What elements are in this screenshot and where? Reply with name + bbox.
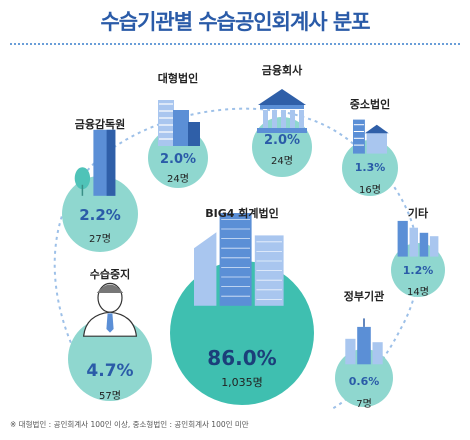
person-icon [82, 282, 138, 337]
bubble-2 [342, 119, 398, 196]
category-label: 금융감독원 [74, 118, 126, 131]
percent-label: 0.6% [348, 375, 380, 388]
count-label: 16명 [359, 185, 381, 196]
category-label: 정부기관 [343, 290, 385, 303]
bubble-7 [62, 129, 138, 252]
count-label: 1,035명 [221, 376, 263, 389]
government-building-icon [345, 318, 383, 365]
count-label: 27명 [89, 234, 111, 245]
bubble-5 [170, 213, 314, 405]
bubble-circle [342, 140, 398, 196]
bubble-0 [148, 100, 208, 188]
count-label: 24명 [167, 174, 189, 185]
percent-label: 2.2% [79, 206, 121, 224]
percent-label: 1.2% [402, 264, 434, 277]
category-label: 수습중지 [89, 268, 131, 281]
bubble-circle [68, 317, 152, 401]
office-tower-icon [158, 100, 200, 146]
count-label: 57명 [99, 391, 121, 402]
bubble-1 [252, 89, 312, 177]
category-label: 중소법인 [349, 98, 391, 111]
page-title: 수습기관별 수습공인회계사 분포 [100, 10, 370, 34]
category-label: 기타 [407, 207, 429, 220]
percent-label: 86.0% [207, 346, 277, 370]
footnote: ※ 대형법인 : 공인회계사 100인 이상, 중소형법인 : 공인회계사 10… [10, 420, 249, 429]
title-divider [10, 43, 460, 45]
bank-icon [257, 89, 307, 133]
count-label: 7명 [356, 399, 372, 410]
percent-label: 1.3% [354, 161, 386, 174]
count-label: 14명 [407, 287, 429, 298]
category-label: 대형법인 [157, 72, 199, 85]
small-office-icon [353, 119, 389, 154]
bubble-circle [62, 176, 138, 252]
tower-with-tree-icon [74, 129, 116, 196]
percent-label: 4.7% [86, 361, 134, 381]
count-label: 24명 [271, 156, 293, 167]
category-label: 금융회사 [261, 64, 303, 77]
connector-dotted-arc [53, 107, 420, 411]
bubble-6 [68, 282, 152, 401]
skyscraper-group-icon [194, 213, 284, 306]
percent-label: 2.0% [263, 133, 301, 148]
bubble-3 [391, 220, 445, 297]
bubble-4 [335, 318, 393, 407]
building-group-icon [397, 220, 439, 257]
category-label: BIG4 회계법인 [205, 207, 279, 220]
percent-label: 2.0% [159, 152, 197, 167]
